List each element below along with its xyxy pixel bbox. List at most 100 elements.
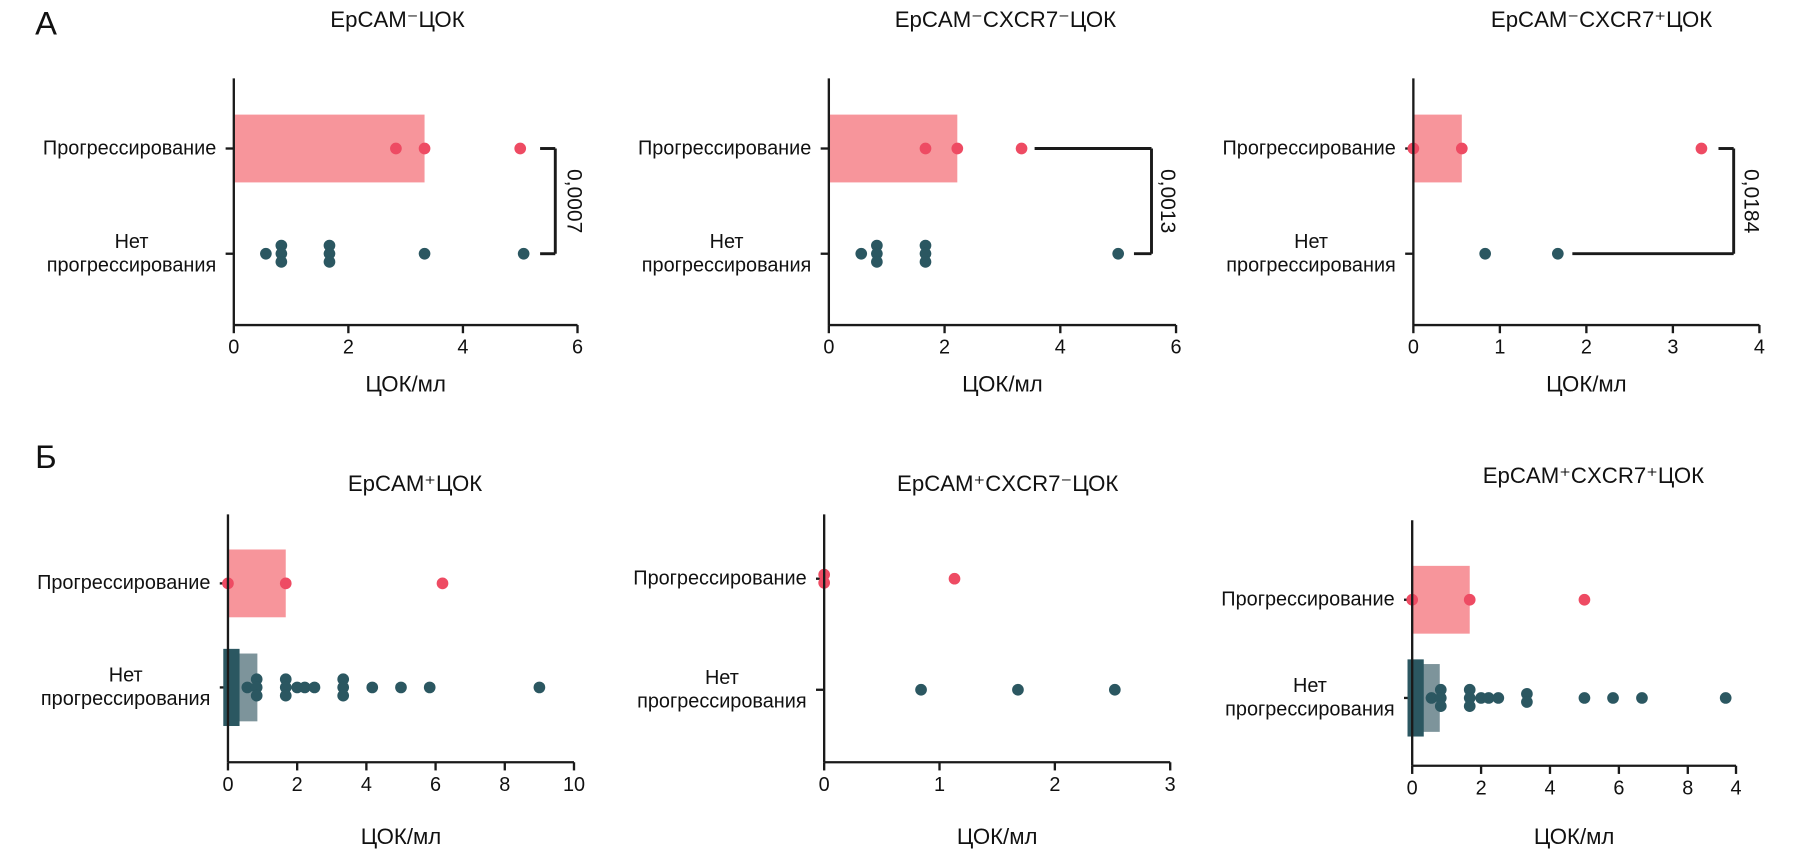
- category-label: Нет прогрессирования: [1226, 231, 1396, 276]
- p-value: 0,0184: [1739, 169, 1762, 234]
- data-point: [1434, 683, 1447, 696]
- category-label-box: Нет прогрессирования: [573, 655, 807, 725]
- x-axis-label: ЦОК/мл: [1534, 824, 1615, 849]
- data-point: [366, 681, 379, 694]
- data-point: [260, 247, 272, 260]
- p-value: 0,0007: [562, 169, 585, 233]
- data-point: [275, 239, 288, 252]
- x-tick-label: 2: [1476, 777, 1487, 799]
- category-label: Прогрессирование: [1162, 113, 1396, 183]
- x-tick-label: 4: [1754, 337, 1765, 359]
- category-label: Прогрессирование: [0, 113, 216, 183]
- x-tick-label: 1: [934, 774, 945, 796]
- category-label-box: Прогрессирование: [0, 113, 216, 183]
- chart-title: EpCAM⁻CXCR7⁻ЦОК: [895, 7, 1116, 32]
- category-label-text: Нет прогрессирования: [637, 666, 807, 712]
- x-tick-label: 2: [939, 337, 950, 359]
- x-tick-label: 4: [1544, 777, 1555, 799]
- category-label-text: Прогрессирование: [37, 571, 211, 595]
- data-point: [250, 681, 263, 694]
- category-label-box: Прогрессирование: [1161, 565, 1395, 635]
- section-label: А: [35, 4, 57, 41]
- data-point: [1578, 692, 1591, 704]
- data-point: [1482, 692, 1495, 704]
- data-point: [1112, 247, 1125, 260]
- data-point: [1479, 247, 1492, 260]
- category-label: Нет прогрессирования: [641, 230, 812, 276]
- category-label-box: Нет прогрессирования: [1161, 663, 1395, 733]
- data-point: [308, 681, 321, 694]
- data-point: [1521, 688, 1533, 700]
- x-tick-label: 0: [819, 774, 830, 796]
- x-tick-label: 6: [1171, 337, 1182, 359]
- category-label-text: Прогрессирование: [1221, 588, 1395, 611]
- x-tick-label: 3: [1165, 774, 1176, 796]
- data-point: [871, 247, 883, 260]
- data-point: [337, 689, 350, 702]
- chart-title: EpCAM⁺CXCR7⁺ЦОК: [1483, 463, 1704, 488]
- data-point: [1463, 683, 1476, 696]
- data-point: [948, 572, 961, 585]
- data-point: [250, 673, 263, 686]
- x-axis-label: ЦОК/мл: [957, 824, 1038, 849]
- data-point: [279, 681, 292, 694]
- x-tick-label: 8: [1682, 777, 1693, 799]
- category-label-box: Прогрессирование: [573, 544, 807, 614]
- chart-title: EpCAM⁺CXCR7⁻ЦОК: [897, 471, 1118, 496]
- x-tick-label: 8: [499, 774, 510, 796]
- data-point: [279, 577, 292, 590]
- data-point: [1551, 247, 1564, 260]
- data-point: [871, 239, 883, 252]
- bar: [828, 114, 958, 183]
- data-point: [1607, 692, 1619, 704]
- data-point: [279, 689, 292, 702]
- x-tick-label: 4: [1055, 337, 1066, 359]
- data-point: [919, 142, 932, 155]
- x-axis-label: ЦОК/мл: [365, 372, 446, 397]
- data-point: [298, 681, 311, 694]
- x-tick-label: 6: [1613, 777, 1624, 799]
- x-tick-label: 4: [1730, 777, 1741, 799]
- p-value: 0,0013: [1156, 169, 1179, 233]
- category-label-box: Прогрессирование: [578, 113, 811, 183]
- category-label: Нет прогрессирования: [47, 231, 217, 276]
- bar: [227, 549, 286, 618]
- section-label: Б: [35, 438, 56, 475]
- x-axis-label: ЦОК/мл: [1546, 372, 1627, 397]
- data-point: [1578, 593, 1591, 606]
- data-point: [323, 256, 336, 268]
- category-label: Нет прогрессирования: [1161, 663, 1395, 733]
- chart-title: EpCAM⁻CXCR7⁺ЦОК: [1491, 7, 1712, 32]
- data-point: [919, 239, 932, 252]
- category-label: Нет прогрессирования: [0, 652, 211, 722]
- data-point: [951, 142, 964, 155]
- x-tick-label: 0: [823, 337, 834, 359]
- data-point: [919, 247, 932, 260]
- category-label-box: Прогрессирование: [1162, 113, 1396, 183]
- data-point: [241, 681, 254, 694]
- category-label-text: Нет прогрессирования: [1225, 675, 1395, 721]
- data-point: [423, 681, 436, 694]
- data-point: [1425, 692, 1438, 704]
- category-label-box: Нет прогрессирования: [0, 652, 211, 722]
- x-tick-label: 6: [430, 774, 441, 796]
- data-point: [1463, 700, 1476, 712]
- data-point: [855, 247, 868, 260]
- data-point: [871, 256, 883, 268]
- data-point: [1455, 142, 1468, 155]
- x-tick-label: 2: [343, 337, 354, 359]
- category-label-text: Прогрессирование: [1222, 137, 1396, 160]
- bar: [1412, 565, 1470, 634]
- x-tick-label: 4: [457, 337, 468, 359]
- x-tick-label: 1: [1494, 337, 1505, 359]
- x-tick-label: 2: [1581, 337, 1592, 359]
- data-point: [1012, 683, 1024, 696]
- data-point: [1434, 700, 1447, 712]
- category-label-box: Прогрессирование: [0, 548, 210, 618]
- chart-title: EpCAM⁻ЦОК: [330, 7, 464, 32]
- category-label-text: Прогрессирование: [633, 567, 807, 590]
- bar: [1413, 114, 1462, 183]
- category-label-text: Нет прогрессирования: [641, 230, 812, 276]
